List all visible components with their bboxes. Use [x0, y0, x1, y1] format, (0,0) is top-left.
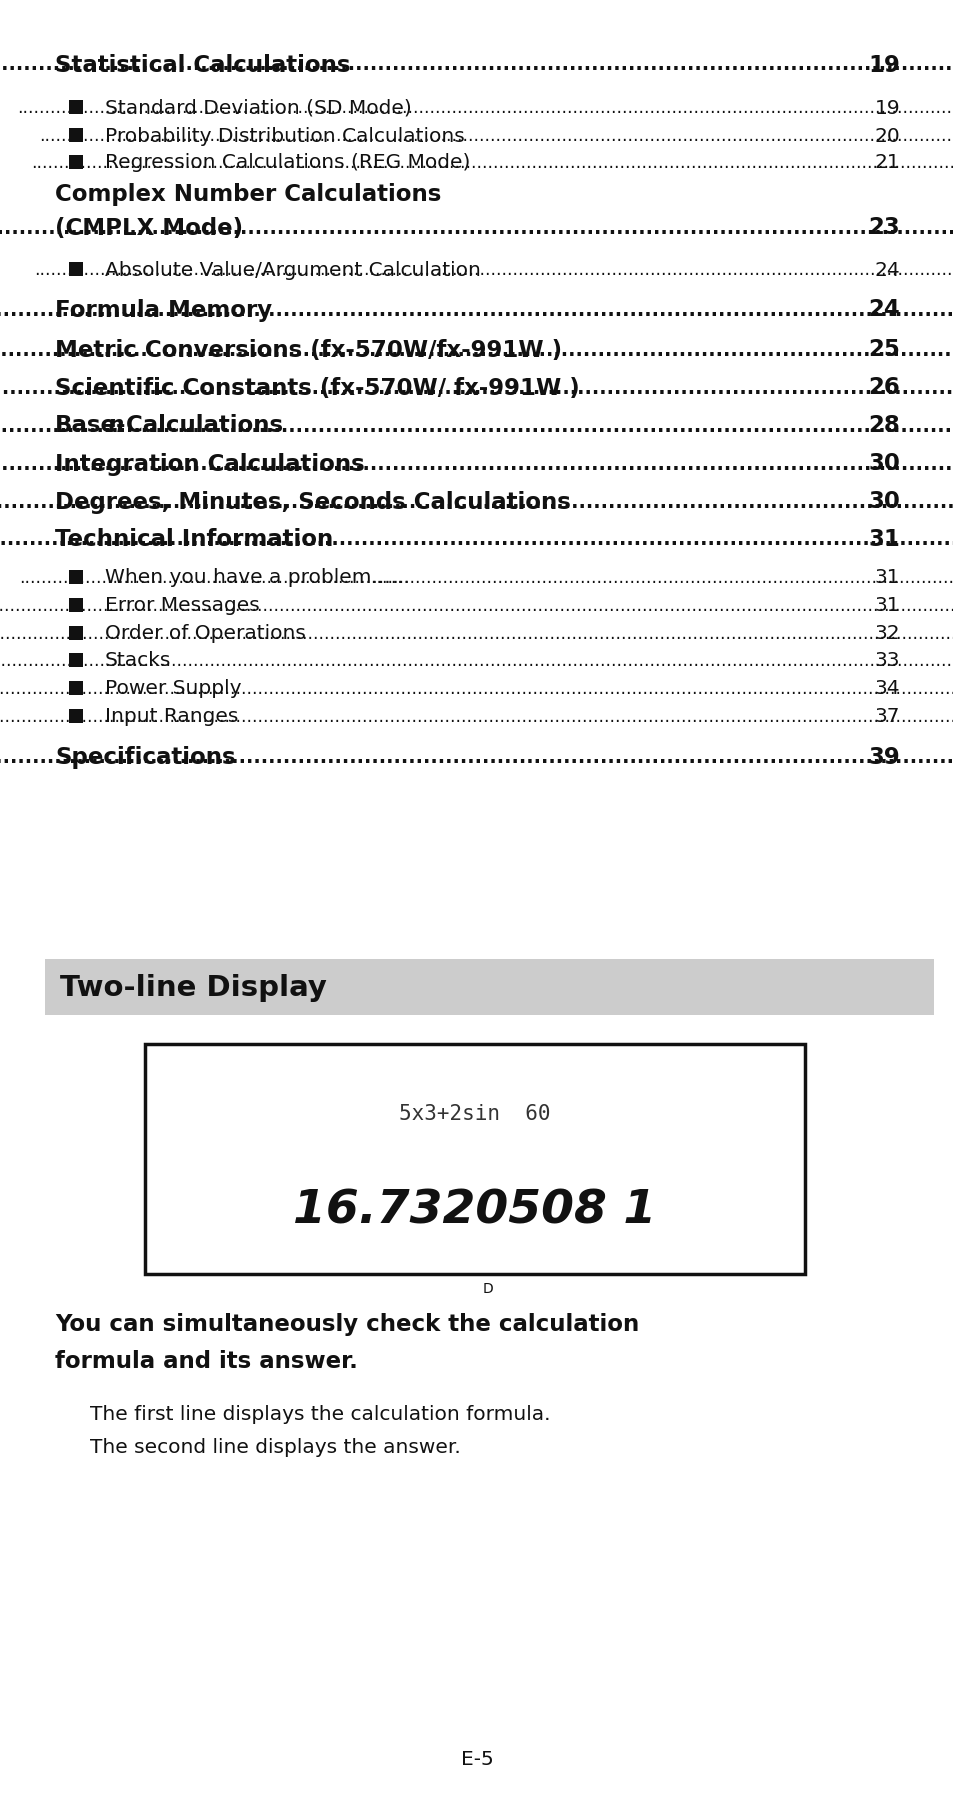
Text: The second line displays the answer.: The second line displays the answer.: [90, 1438, 460, 1456]
Text: Scientific Constants (fx-570W/ fx-991W ): Scientific Constants (fx-570W/ fx-991W ): [55, 376, 579, 399]
Text: ................................................................................: ........................................…: [19, 569, 953, 587]
Text: ................................................................................: ........................................…: [39, 126, 953, 145]
Bar: [69, 571, 83, 585]
Bar: [69, 654, 83, 667]
Bar: [145, 1044, 804, 1274]
Text: Formula Memory: Formula Memory: [55, 298, 272, 322]
Text: 34: 34: [874, 679, 899, 698]
Text: Power Supply: Power Supply: [105, 679, 241, 698]
Text: 16.7320508 1: 16.7320508 1: [294, 1187, 656, 1232]
Text: D: D: [482, 1281, 493, 1296]
Text: 19: 19: [867, 54, 899, 76]
Text: 26: 26: [867, 376, 899, 399]
Text: 31: 31: [874, 596, 899, 614]
Text: 20: 20: [873, 126, 899, 145]
Text: 31: 31: [874, 567, 899, 587]
Text: Probability Distribution Calculations: Probability Distribution Calculations: [105, 126, 464, 145]
Bar: [69, 627, 83, 641]
Text: ................................................................................: ........................................…: [34, 260, 953, 278]
Text: 30: 30: [867, 490, 899, 513]
Bar: [45, 960, 933, 1016]
Text: ................................................................................: ........................................…: [0, 300, 953, 320]
Text: Error Messages: Error Messages: [105, 596, 259, 614]
Text: formula and its answer.: formula and its answer.: [55, 1350, 357, 1373]
Text: 24: 24: [867, 298, 899, 322]
Text: (CMPLX Mode): (CMPLX Mode): [55, 217, 243, 239]
Text: Specifications: Specifications: [55, 746, 235, 770]
Text: n: n: [107, 414, 123, 437]
Text: Statistical Calculations: Statistical Calculations: [55, 54, 350, 76]
Text: Regression Calculations (REG Mode): Regression Calculations (REG Mode): [105, 154, 470, 172]
Text: Stacks: Stacks: [105, 651, 172, 670]
Text: ................................................................................: ........................................…: [0, 748, 953, 768]
Text: 24: 24: [873, 260, 899, 280]
Bar: [69, 681, 83, 696]
Bar: [69, 262, 83, 276]
Text: Two-line Display: Two-line Display: [60, 974, 327, 1001]
Text: Complex Number Calculations: Complex Number Calculations: [55, 183, 441, 206]
Text: ................................................................................: ........................................…: [0, 596, 953, 614]
Text: Absolute Value/Argument Calculation: Absolute Value/Argument Calculation: [105, 260, 480, 280]
Text: Integration Calculations: Integration Calculations: [55, 452, 364, 475]
Text: When you have a problem......: When you have a problem......: [105, 567, 410, 587]
Text: 25: 25: [867, 338, 899, 361]
Text: ................................................................................: ........................................…: [31, 154, 953, 172]
Text: ................................................................................: ........................................…: [0, 378, 953, 398]
Text: ................................................................................: ........................................…: [0, 492, 953, 511]
Text: E-5: E-5: [460, 1749, 493, 1769]
Text: 32: 32: [874, 623, 899, 643]
Bar: [69, 155, 83, 170]
Text: 5x3+2sin  60: 5x3+2sin 60: [399, 1104, 550, 1124]
Text: 21: 21: [873, 154, 899, 172]
Text: ................................................................................: ........................................…: [0, 340, 953, 360]
Text: Standard Deviation (SD Mode): Standard Deviation (SD Mode): [105, 98, 412, 117]
Text: Degrees, Minutes, Seconds Calculations: Degrees, Minutes, Seconds Calculations: [55, 490, 570, 513]
Text: ................................................................................: ........................................…: [0, 652, 953, 670]
Text: Calculations: Calculations: [118, 414, 283, 437]
Bar: [69, 598, 83, 613]
Text: ................................................................................: ........................................…: [17, 99, 953, 117]
Text: 33: 33: [874, 651, 899, 670]
Text: ................................................................................: ........................................…: [0, 416, 953, 435]
Text: 37: 37: [874, 707, 899, 726]
Text: ................................................................................: ........................................…: [0, 708, 953, 726]
Text: 31: 31: [867, 528, 899, 551]
Text: Base-: Base-: [55, 414, 127, 437]
Text: ................................................................................: ........................................…: [0, 454, 953, 473]
Bar: [69, 101, 83, 116]
Text: The first line displays the calculation formula.: The first line displays the calculation …: [90, 1404, 550, 1424]
Bar: [69, 710, 83, 723]
Text: ................................................................................: ........................................…: [0, 625, 953, 643]
Bar: [69, 128, 83, 143]
Text: 19: 19: [874, 98, 899, 117]
Text: ................................................................................: ........................................…: [0, 679, 953, 698]
Text: ................................................................................: ........................................…: [0, 56, 953, 74]
Text: You can simultaneously check the calculation: You can simultaneously check the calcula…: [55, 1312, 639, 1335]
Text: Order of Operations: Order of Operations: [105, 623, 306, 643]
Text: ................................................................................: ........................................…: [0, 219, 953, 237]
Text: 28: 28: [867, 414, 899, 437]
Text: 23: 23: [867, 217, 899, 239]
Text: Technical Information: Technical Information: [55, 528, 333, 551]
Text: 39: 39: [867, 746, 899, 770]
Text: Input Ranges: Input Ranges: [105, 707, 238, 726]
Text: 30: 30: [867, 452, 899, 475]
Text: Metric Conversions (fx-570W/fx-991W ): Metric Conversions (fx-570W/fx-991W ): [55, 338, 561, 361]
Text: ................................................................................: ........................................…: [0, 529, 953, 549]
